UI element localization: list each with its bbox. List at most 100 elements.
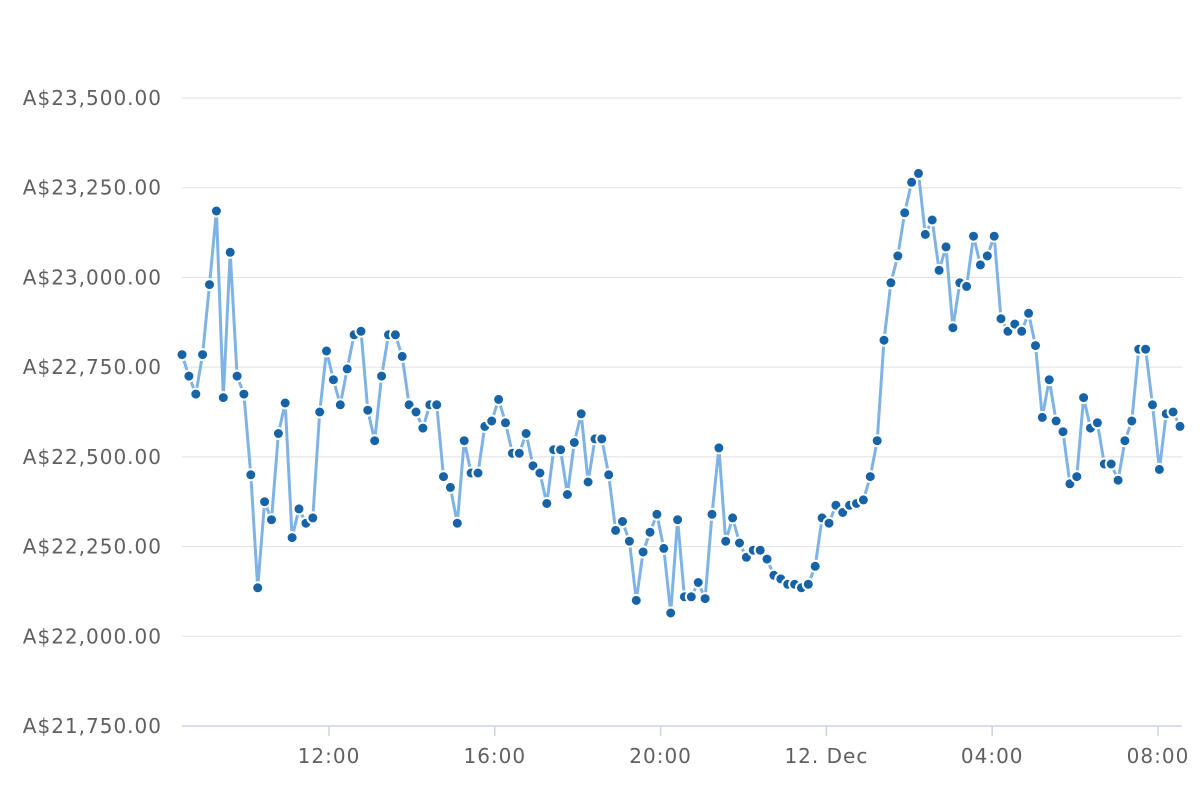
data-point[interactable] [251, 581, 265, 595]
data-point[interactable] [450, 516, 464, 530]
data-point[interactable] [313, 405, 327, 419]
data-point[interactable] [203, 278, 216, 292]
data-point[interactable] [987, 229, 1001, 243]
data-point[interactable] [409, 405, 423, 419]
data-point[interactable] [265, 513, 278, 527]
data-point[interactable] [554, 443, 568, 457]
data-point[interactable] [657, 541, 671, 555]
data-point[interactable] [712, 441, 726, 455]
data-point[interactable] [182, 369, 196, 383]
data-point[interactable] [636, 545, 650, 559]
data-point[interactable] [733, 536, 746, 550]
data-point[interactable] [870, 434, 884, 448]
data-point[interactable] [863, 470, 877, 484]
data-point[interactable] [1118, 434, 1132, 448]
data-point[interactable] [1042, 373, 1056, 387]
data-point[interactable] [540, 497, 554, 510]
data-point[interactable] [994, 312, 1008, 326]
data-point[interactable] [533, 466, 547, 480]
data-point[interactable] [973, 258, 987, 272]
data-point[interactable] [671, 513, 685, 527]
data-point[interactable] [457, 434, 471, 448]
data-point[interactable] [230, 369, 244, 383]
data-point[interactable] [1056, 425, 1070, 439]
data-point[interactable] [340, 362, 354, 376]
data-point[interactable] [244, 468, 258, 482]
data-point[interactable] [967, 229, 980, 243]
data-point[interactable] [1111, 473, 1125, 487]
data-point[interactable] [629, 593, 643, 607]
data-point[interactable] [1125, 414, 1139, 428]
data-point[interactable] [223, 245, 237, 259]
data-point[interactable] [278, 396, 292, 410]
data-point[interactable] [512, 446, 526, 460]
data-point[interactable] [237, 387, 251, 401]
data-point[interactable] [1035, 410, 1049, 424]
data-point[interactable] [567, 436, 581, 449]
data-point[interactable] [960, 279, 974, 293]
data-point[interactable] [471, 466, 485, 480]
data-point[interactable] [1077, 391, 1091, 405]
data-point[interactable] [285, 531, 299, 545]
data-point[interactable] [306, 511, 320, 525]
data-point[interactable] [388, 328, 402, 342]
data-point[interactable] [581, 475, 595, 489]
data-point[interactable] [884, 276, 898, 290]
data-point[interactable] [430, 398, 444, 412]
data-point[interactable] [395, 349, 409, 363]
data-point[interactable] [361, 403, 375, 417]
data-point[interactable] [698, 592, 712, 606]
data-point[interactable] [258, 495, 272, 509]
data-point[interactable] [189, 387, 203, 401]
data-point[interactable] [1139, 342, 1153, 356]
data-point[interactable] [664, 606, 678, 620]
data-point[interactable] [602, 468, 616, 482]
data-point[interactable] [891, 249, 905, 263]
data-point[interactable] [1015, 324, 1029, 338]
data-point[interactable] [271, 427, 285, 440]
data-point[interactable] [1090, 416, 1104, 430]
data-point[interactable] [1146, 398, 1159, 412]
data-point[interactable] [333, 398, 347, 412]
data-point[interactable] [801, 577, 815, 591]
data-point[interactable] [1152, 462, 1166, 476]
data-point[interactable] [946, 321, 960, 335]
data-point[interactable] [292, 502, 306, 516]
data-point[interactable] [643, 525, 657, 539]
data-point[interactable] [354, 324, 368, 338]
data-point[interactable] [1049, 414, 1063, 428]
data-point[interactable] [574, 407, 588, 421]
data-point[interactable] [808, 559, 822, 573]
data-point[interactable] [912, 166, 925, 180]
data-point[interactable] [519, 427, 533, 440]
data-point[interactable] [595, 432, 609, 446]
data-point[interactable] [1173, 419, 1187, 433]
data-point[interactable] [326, 373, 340, 387]
data-point[interactable] [980, 249, 994, 263]
data-point[interactable] [437, 470, 450, 484]
data-point[interactable] [760, 552, 774, 566]
data-point[interactable] [375, 369, 389, 383]
data-point[interactable] [898, 206, 912, 220]
data-point[interactable] [1104, 457, 1118, 471]
data-point[interactable] [175, 348, 189, 362]
data-point[interactable] [719, 534, 733, 548]
data-point[interactable] [691, 576, 705, 589]
data-point[interactable] [320, 344, 333, 358]
data-point[interactable] [209, 204, 223, 218]
data-point[interactable] [932, 263, 946, 277]
data-point[interactable] [622, 534, 636, 548]
data-point[interactable] [1166, 405, 1180, 419]
data-point[interactable] [684, 590, 698, 604]
data-point[interactable] [753, 543, 767, 557]
data-point[interactable] [650, 507, 664, 521]
data-point[interactable] [822, 516, 836, 530]
data-point[interactable] [368, 434, 382, 448]
data-point[interactable] [918, 227, 932, 241]
data-point[interactable] [877, 333, 891, 347]
data-point[interactable] [905, 175, 919, 189]
data-point[interactable] [1022, 306, 1036, 320]
data-point[interactable] [560, 488, 574, 501]
data-point[interactable] [485, 414, 499, 428]
data-point[interactable] [196, 348, 210, 362]
